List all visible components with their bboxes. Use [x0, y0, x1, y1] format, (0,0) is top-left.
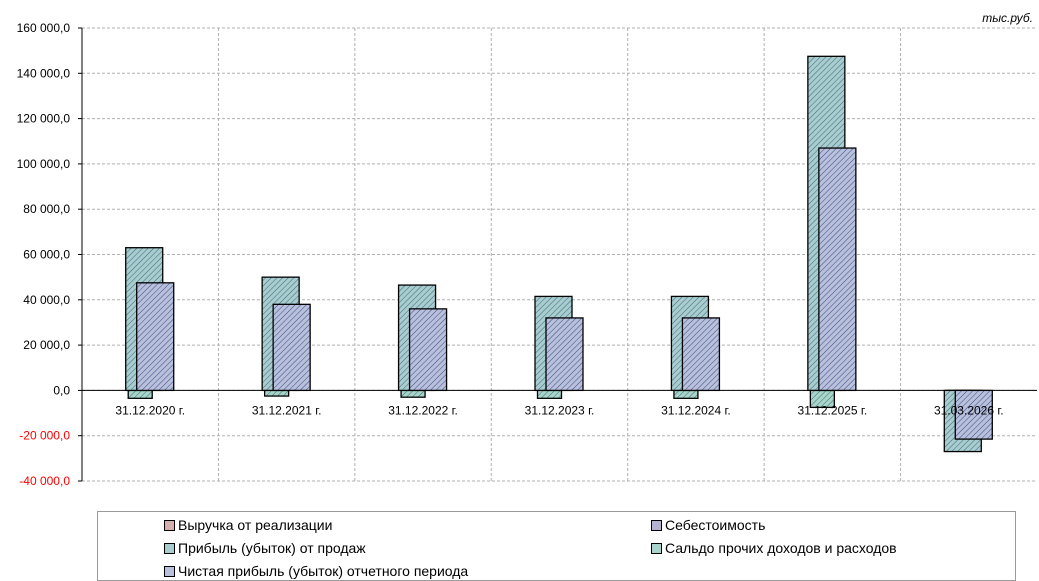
bar-net-profit — [818, 147, 857, 392]
y-tick-label: 80 000,0 — [23, 202, 70, 216]
legend-swatch-revenue — [164, 519, 175, 531]
x-tick-labels: 31.12.2020 г. 31.12.2021 г. 31.12.2022 г. 3… — [115, 403, 1003, 417]
chart: 31.12.2020 г. 31.12.2021 г. 31.12.2022 г. 3… — [17, 11, 1037, 488]
bar-other-balance — [127, 389, 153, 399]
bar-net-profit — [681, 317, 721, 392]
bar-net-profit — [272, 303, 311, 392]
bars — [125, 55, 993, 453]
y-tick-label: 120 000,0 — [17, 112, 71, 126]
bar-net-profit — [136, 282, 175, 392]
legend: Выручка от реализации Себестоимость Приб… — [97, 511, 1016, 581]
y-tick-label: 20 000,0 — [23, 338, 70, 352]
x-tick-label: 31.12.2022 г. — [388, 403, 458, 417]
y-tick-labels: -40 000,0 -20 000,0 0,0 20 000,0 40 000,0 60 … — [17, 21, 71, 488]
bar-net-profit — [954, 389, 993, 440]
x-tick-label: 31.03.2026 г. — [934, 403, 1004, 417]
x-tick-label: 31.12.2024 г. — [661, 403, 731, 417]
bar-other-balance — [263, 389, 290, 397]
legend-item: Прибыль (убыток) от продаж — [164, 540, 366, 556]
y-tick-label: 40 000,0 — [23, 293, 70, 307]
y-tick-label: 60 000,0 — [23, 248, 70, 262]
x-tick-label: 31.12.2021 г. — [252, 403, 322, 417]
x-tick-label: 31.12.2020 г. — [115, 403, 185, 417]
legend-item: Сальдо прочих доходов и расходов — [651, 540, 897, 556]
y-tick-label: 0,0 — [53, 383, 70, 397]
legend-label: Прибыль (убыток) от продаж — [178, 540, 366, 556]
legend-swatch-cost — [651, 519, 662, 531]
legend-item: Выручка от реализации — [164, 517, 332, 533]
bar-net-profit — [408, 308, 448, 392]
bar-other-balance — [400, 389, 426, 398]
bar-other-balance — [673, 389, 699, 399]
y-tick-label: -40 000,0 — [19, 474, 70, 488]
legend-label: Сальдо прочих доходов и расходов — [665, 540, 897, 556]
legend-swatch-net-profit — [164, 565, 175, 577]
x-tick-label: 31.12.2023 г. — [525, 403, 595, 417]
legend-swatch-sales-profit — [164, 542, 175, 554]
bar-net-profit — [545, 317, 584, 392]
y-tick-label: 100 000,0 — [17, 157, 71, 171]
y-tick-label: -20 000,0 — [19, 429, 70, 443]
y-tick-label: 140 000,0 — [17, 66, 71, 80]
legend-item: Чистая прибыль (убыток) отчетного период… — [164, 563, 468, 579]
legend-swatch-other-balance — [651, 542, 662, 554]
y-tick-label: 160 000,0 — [17, 21, 71, 35]
x-tick-label: 31.12.2025 г. — [798, 403, 868, 417]
legend-item: Себестоимость — [651, 517, 765, 533]
legend-label: Себестоимость — [665, 517, 766, 533]
bar-other-balance — [536, 389, 563, 399]
legend-label: Чистая прибыль (убыток) отчетного период… — [178, 563, 469, 579]
unit-label: тыс.руб. — [982, 11, 1033, 25]
legend-label: Выручка от реализации — [178, 517, 333, 533]
